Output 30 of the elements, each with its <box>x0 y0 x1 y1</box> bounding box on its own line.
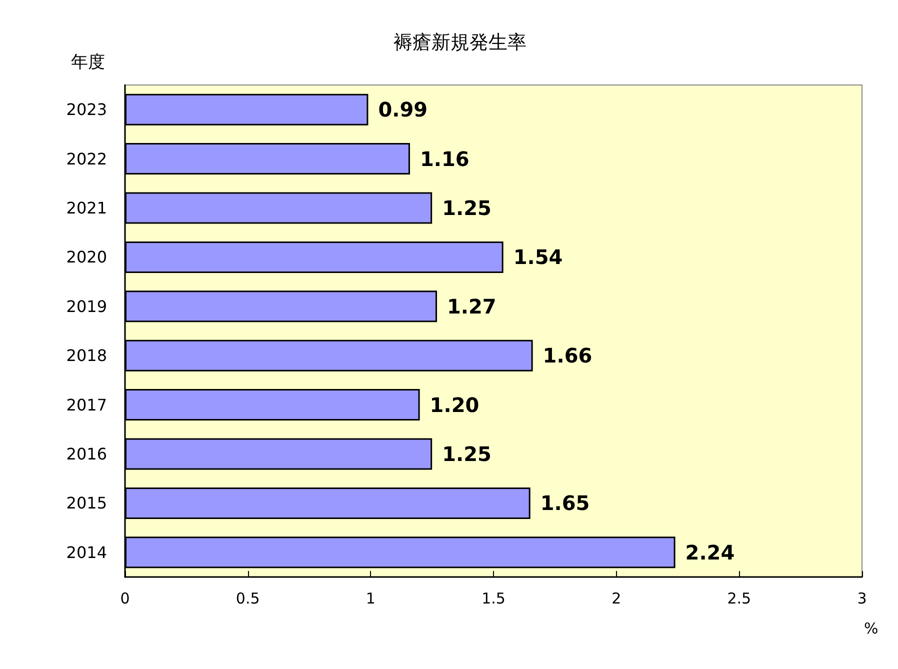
y-tick-label: 2021 <box>66 198 107 218</box>
y-tick-label: 2019 <box>66 296 107 316</box>
data-label: 1.16 <box>420 146 470 171</box>
data-label: 1.20 <box>430 392 480 417</box>
x-tick-label: 1 <box>366 590 376 608</box>
x-tick-label: 0.5 <box>236 590 260 608</box>
data-label: 2.24 <box>685 540 735 564</box>
data-label: 1.54 <box>513 245 563 270</box>
data-label: 1.25 <box>442 442 492 466</box>
data-label: 0.99 <box>378 98 428 122</box>
x-tick-label: 3 <box>857 590 867 608</box>
y-tick-label: 2014 <box>66 542 107 562</box>
x-tick-label: 2 <box>612 590 622 608</box>
data-label: 1.65 <box>540 491 590 516</box>
data-label: 1.66 <box>542 344 592 368</box>
y-tick-label: 2016 <box>66 444 107 464</box>
x-tick-label: 1.5 <box>482 590 506 608</box>
x-tick-label: 2.5 <box>727 590 752 608</box>
y-tick-label: 2018 <box>66 346 107 366</box>
chart-title: 褥瘡新規発生率 <box>394 32 526 54</box>
x-tick-label: 0 <box>120 590 130 608</box>
y-tick-label: 2017 <box>66 395 107 414</box>
data-label: 1.27 <box>446 294 496 318</box>
y-tick-label: 2015 <box>66 494 107 513</box>
y-tick-label: 2020 <box>66 248 107 267</box>
y-tick-label: 2022 <box>66 149 107 168</box>
y-axis-title: 年度 <box>71 52 105 72</box>
x-axis-title: % <box>864 620 878 638</box>
y-tick-label: 2023 <box>66 100 107 120</box>
data-label: 1.25 <box>442 196 492 220</box>
